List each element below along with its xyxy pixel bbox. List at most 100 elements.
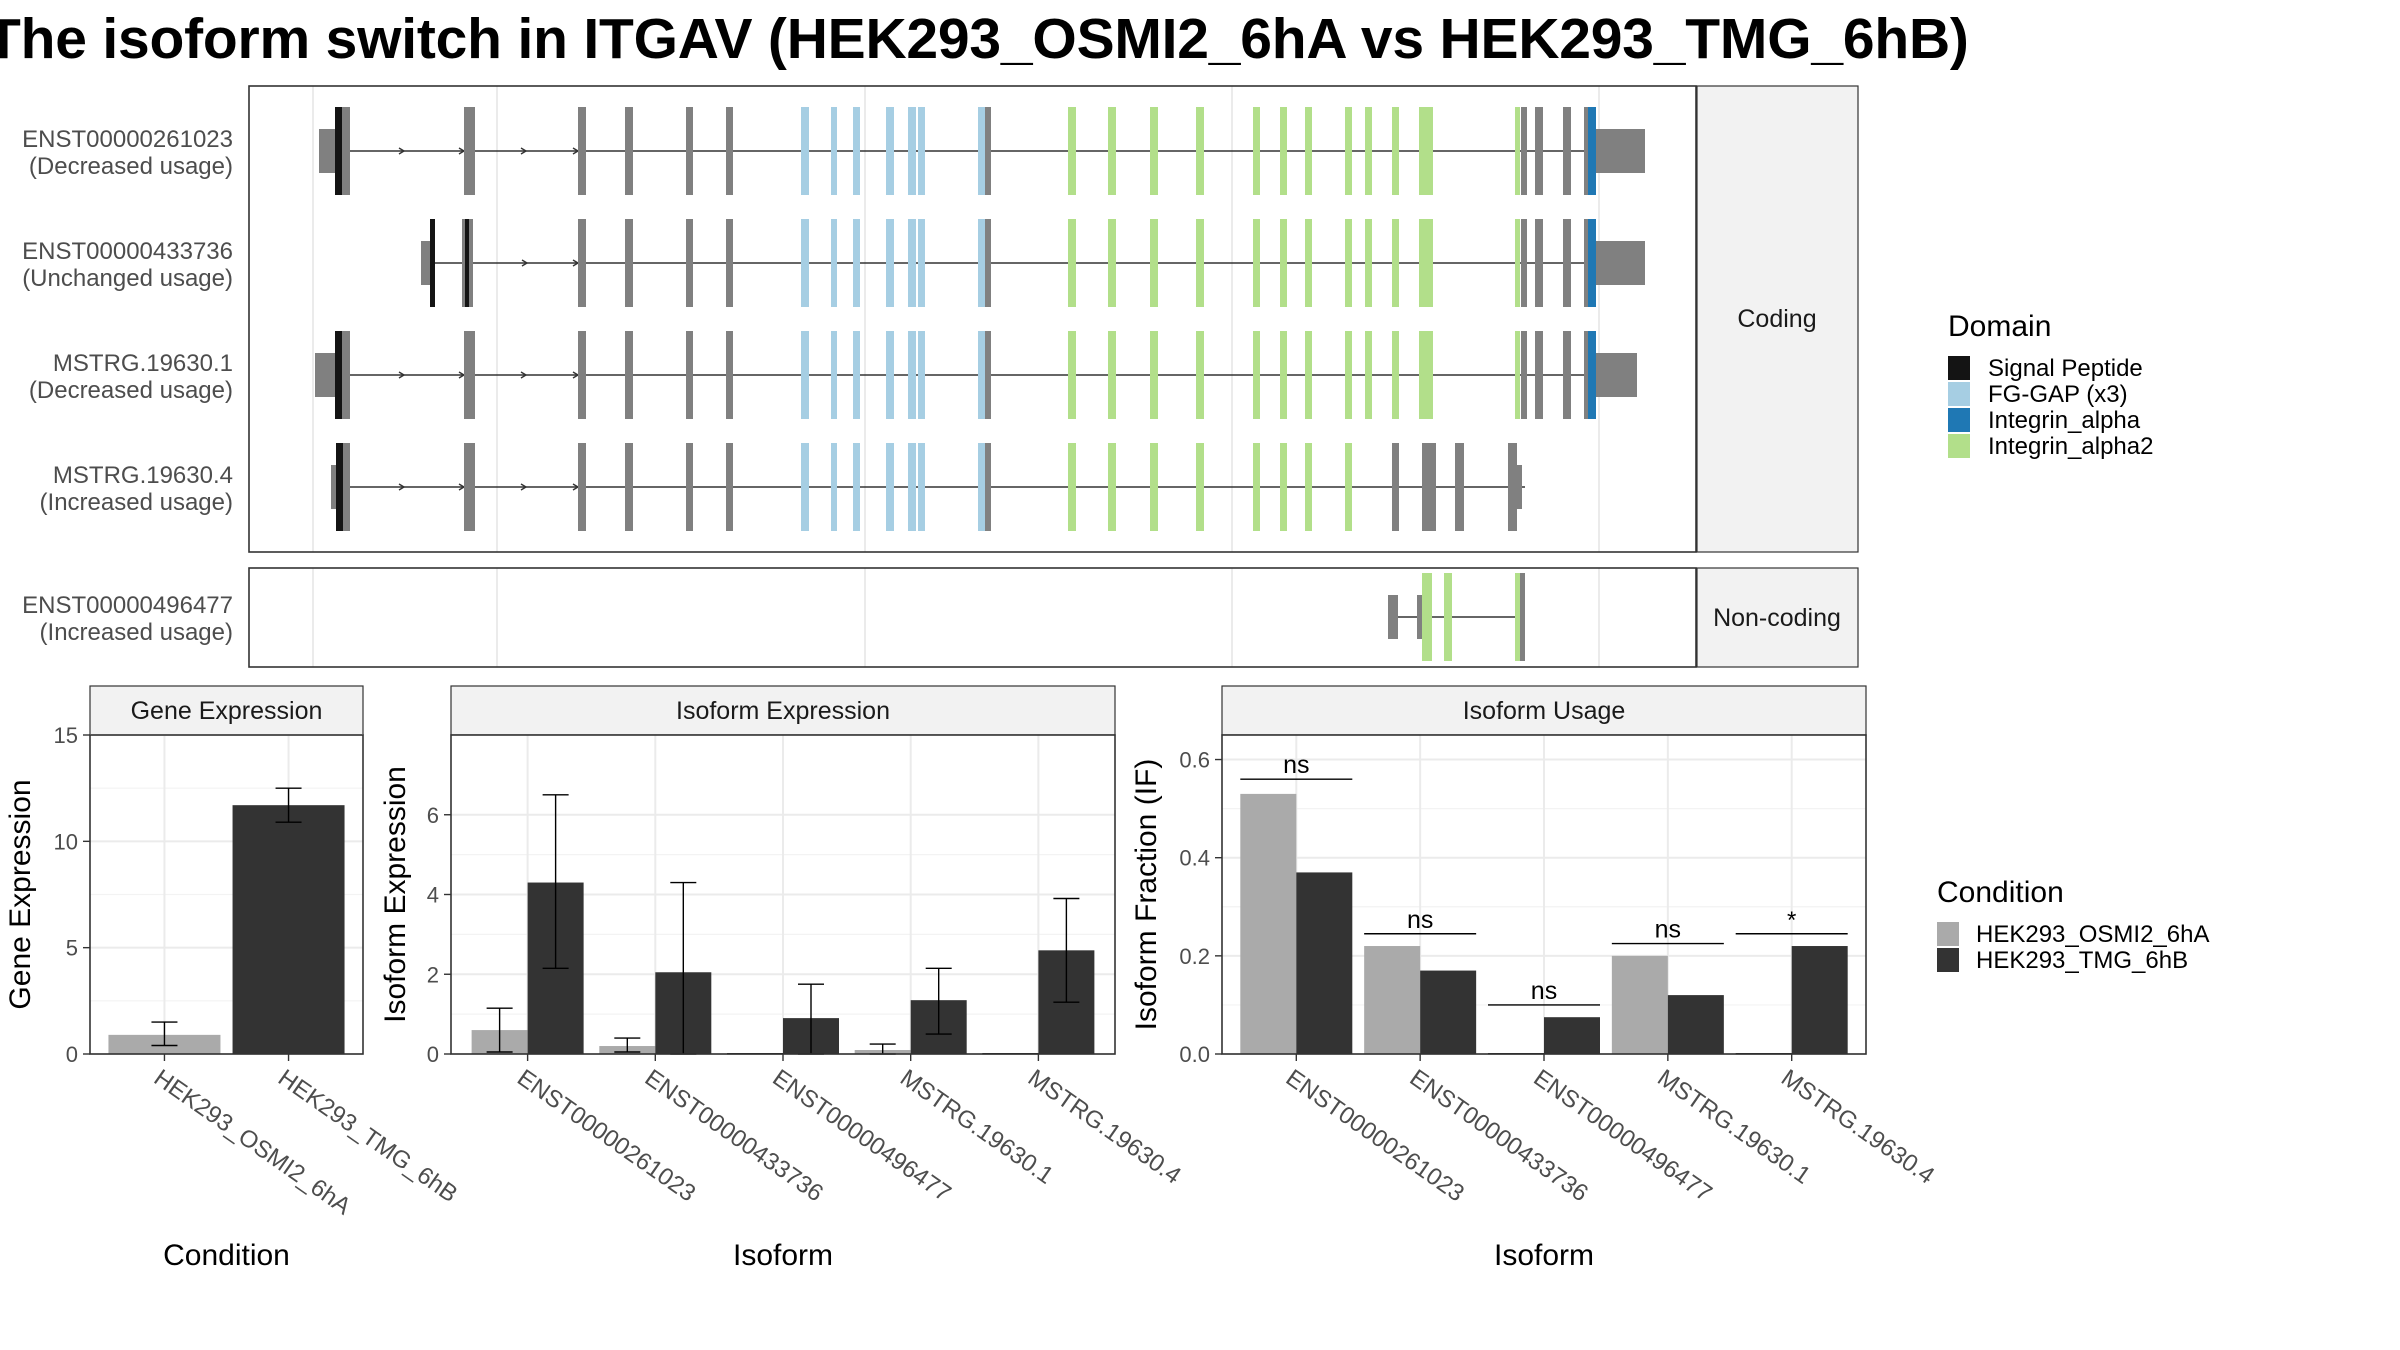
- exon: [1392, 443, 1399, 531]
- utr-exon: [1596, 353, 1637, 397]
- exon: [1515, 219, 1520, 307]
- condition-legend-swatch: [1937, 922, 1959, 946]
- domain-legend-swatch: [1948, 356, 1970, 380]
- y-tick-label: 4: [427, 883, 439, 908]
- domain-legend-swatch: [1948, 408, 1970, 432]
- panel-border: [248, 567, 1697, 668]
- bar: [1791, 946, 1848, 1054]
- exon: [1108, 219, 1116, 307]
- panel-border: [248, 85, 1697, 553]
- exon: [801, 331, 809, 419]
- exon: [831, 443, 837, 531]
- exon: [1305, 219, 1312, 307]
- exon: [1419, 107, 1433, 195]
- exon: [343, 443, 350, 531]
- exon: [985, 219, 991, 307]
- exon: [1365, 331, 1372, 419]
- panel-strip-label: Isoform Usage: [1463, 697, 1626, 725]
- exon: [686, 219, 693, 307]
- exon: [625, 331, 633, 419]
- transcript-model-4: [331, 443, 1525, 531]
- y-tick-label: 0: [66, 1042, 78, 1067]
- exon: [1588, 107, 1596, 195]
- exon: [1305, 331, 1312, 419]
- domain-legend-label: Signal Peptide: [1988, 355, 2143, 382]
- transcript-id-label: ENST00000496477: [22, 592, 233, 619]
- exon: [1253, 331, 1260, 419]
- significance-label: ns: [1407, 906, 1433, 934]
- strip-noncoding: [1696, 567, 1859, 668]
- strand-arrow: [398, 371, 406, 379]
- exon: [1196, 331, 1204, 419]
- condition-legend-label: HEK293_OSMI2_6hA: [1976, 921, 2209, 948]
- exon: [853, 107, 860, 195]
- transcript-usage-label: (Decreased usage): [29, 377, 233, 404]
- exon: [985, 443, 991, 531]
- exon: [1535, 219, 1543, 307]
- condition-legend-label: HEK293_TMG_6hB: [1976, 947, 2188, 974]
- utr-exon: [315, 353, 335, 397]
- exon: [801, 219, 809, 307]
- exon: [686, 443, 693, 531]
- exon: [625, 219, 633, 307]
- condition-legend-title: Condition: [1937, 876, 2064, 909]
- exon: [464, 331, 475, 419]
- exon: [1068, 331, 1076, 419]
- exon: [464, 107, 475, 195]
- domain-legend-title: Domain: [1948, 310, 2051, 343]
- transcript-id-label: ENST00000433736: [22, 238, 233, 265]
- exon: [908, 443, 916, 531]
- exon: [1535, 331, 1543, 419]
- exon: [686, 107, 693, 195]
- main-title: The isoform switch in ITGAV (HEK293_OSMI…: [0, 7, 1969, 71]
- utr-exon: [319, 129, 336, 173]
- exon: [335, 107, 342, 195]
- exon: [1455, 443, 1464, 531]
- exon: [578, 331, 586, 419]
- bar: [232, 805, 345, 1054]
- y-tick-label: 0.0: [1179, 1042, 1210, 1067]
- exon: [726, 219, 733, 307]
- exon: [1196, 443, 1204, 531]
- transcript-id-label: ENST00000261023: [22, 126, 233, 153]
- exon: [853, 219, 860, 307]
- strand-arrow: [520, 371, 528, 379]
- transcript-id-label: MSTRG.19630.1: [53, 350, 233, 377]
- exon: [1422, 443, 1436, 531]
- exon: [1253, 443, 1260, 531]
- bar: [1611, 955, 1668, 1054]
- exon: [1515, 573, 1520, 661]
- strip-coding-label: Coding: [1737, 305, 1816, 333]
- exon: [430, 219, 435, 307]
- exon: [625, 443, 633, 531]
- exon: [1345, 443, 1352, 531]
- exon: [1280, 443, 1287, 531]
- exon: [1068, 107, 1076, 195]
- exon: [978, 331, 985, 419]
- exon: [1563, 219, 1571, 307]
- exon: [1345, 107, 1352, 195]
- exon: [908, 107, 916, 195]
- x-axis-title: Isoform: [1494, 1239, 1594, 1272]
- exon: [1108, 443, 1116, 531]
- exon: [1563, 331, 1571, 419]
- exon: [726, 107, 733, 195]
- exon: [1521, 331, 1527, 419]
- exon: [853, 331, 860, 419]
- exon: [1150, 331, 1158, 419]
- transcript-usage-label: (Unchanged usage): [22, 265, 233, 292]
- panel-strip-label: Gene Expression: [131, 697, 323, 725]
- exon: [1422, 573, 1432, 661]
- exon: [464, 443, 475, 531]
- significance-label: *: [1787, 907, 1796, 934]
- exon: [1108, 107, 1116, 195]
- y-tick-label: 2: [427, 962, 439, 987]
- exon: [1521, 107, 1527, 195]
- exon: [1535, 107, 1543, 195]
- exon: [1520, 573, 1525, 661]
- transcript-model-2: [421, 219, 1645, 307]
- exon: [1444, 573, 1452, 661]
- utr-exon: [1417, 595, 1422, 639]
